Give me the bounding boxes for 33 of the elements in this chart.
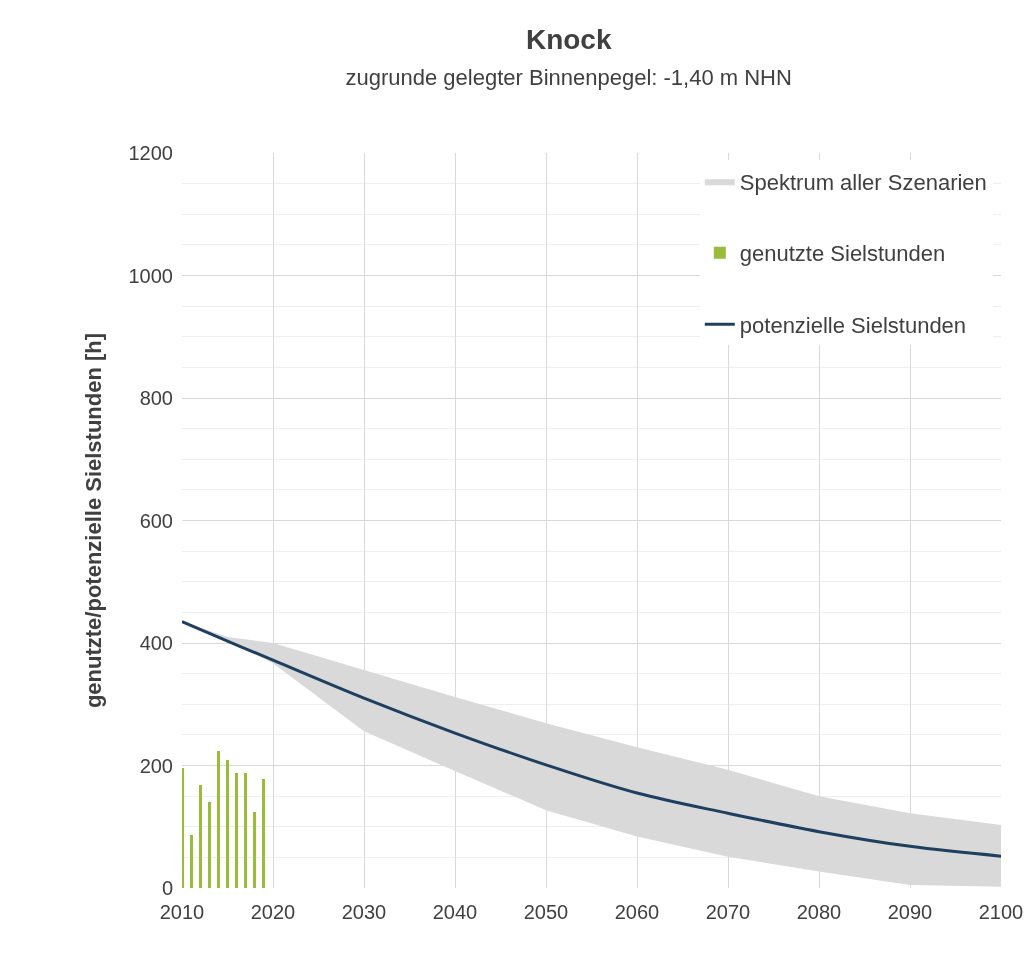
bar bbox=[226, 760, 229, 888]
bar bbox=[262, 779, 265, 888]
bar bbox=[190, 835, 193, 888]
bar bbox=[182, 768, 184, 888]
bar bbox=[235, 773, 238, 888]
bar bbox=[217, 751, 220, 888]
legend-label: potenzielle Sielstunden bbox=[739, 312, 967, 338]
bar bbox=[244, 773, 247, 888]
x-tick-label: 2020 bbox=[250, 901, 296, 923]
x-tick-label: 2030 bbox=[341, 901, 387, 923]
x-tick-label: 2080 bbox=[796, 901, 842, 923]
x-tick-label: 2100 bbox=[978, 901, 1024, 923]
y-tick-label: 400 bbox=[139, 632, 173, 654]
bar bbox=[253, 812, 256, 888]
x-tick-label: 2070 bbox=[705, 901, 751, 923]
y-tick-label: 800 bbox=[139, 387, 173, 409]
chart-title: Knock bbox=[525, 23, 612, 55]
x-tick-label: 2010 bbox=[159, 901, 205, 923]
bar bbox=[208, 802, 211, 888]
x-tick-label: 2090 bbox=[887, 901, 933, 923]
y-tick-label: 1200 bbox=[128, 142, 173, 164]
chart-subtitle: zugrunde gelegter Binnenpegel: -1,40 m NHN bbox=[345, 65, 792, 91]
x-tick-label: 2050 bbox=[523, 901, 569, 923]
y-tick-label: 600 bbox=[139, 509, 173, 532]
y-tick-label: 0 bbox=[161, 877, 173, 899]
y-tick-label: 1000 bbox=[128, 264, 173, 287]
bar bbox=[199, 785, 202, 888]
y-tick-label: 200 bbox=[139, 754, 173, 777]
legend-label: Spektrum aller Szenarien bbox=[739, 169, 987, 195]
y-axis-title: genutzte/potenzielle Sielstunden [h] bbox=[81, 332, 107, 709]
x-tick-label: 2060 bbox=[614, 901, 660, 923]
x-tick-label: 2040 bbox=[432, 901, 478, 923]
legend-label: genutzte Sielstunden bbox=[739, 241, 946, 267]
